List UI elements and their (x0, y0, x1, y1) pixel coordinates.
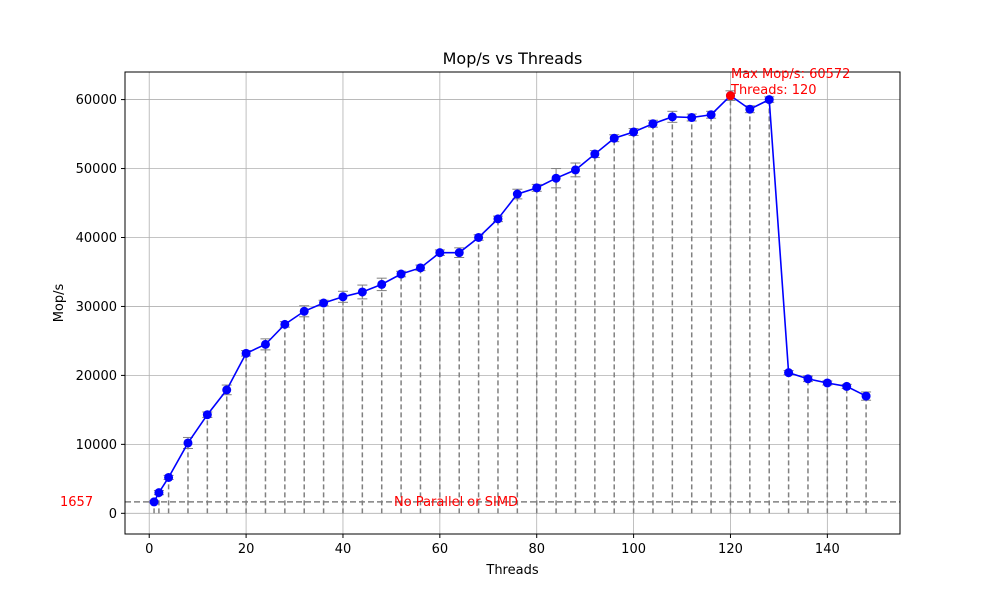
x-tick-label: 120 (718, 542, 743, 557)
x-tick-label: 140 (815, 542, 840, 557)
data-point (822, 378, 832, 388)
data-point (803, 374, 813, 384)
data-point (590, 149, 600, 159)
data-point (667, 112, 677, 122)
series-line (153, 94, 867, 503)
y-tick-label: 60000 (76, 93, 117, 108)
chart-title: Mop/s vs Threads (443, 49, 583, 68)
data-point (280, 319, 290, 329)
data-point (149, 497, 159, 507)
data-point (435, 248, 445, 258)
y-tick-label: 40000 (76, 231, 117, 246)
x-tick-label: 60 (432, 542, 449, 557)
baseline-value-label: 1657 (60, 495, 93, 510)
data-point (764, 95, 774, 105)
data-point (512, 189, 522, 199)
max-point-marker (725, 91, 735, 101)
data-point (396, 269, 406, 279)
x-tick-label: 40 (335, 542, 352, 557)
y-tick-label: 30000 (76, 300, 117, 315)
data-point (784, 368, 794, 378)
data-point (154, 488, 164, 498)
y-tick-label: 20000 (76, 369, 117, 384)
data-point (474, 232, 484, 242)
annotations: 1657 No Parallel or SIMD Max Mop/s: 6057… (60, 67, 850, 510)
x-tick-label: 20 (238, 542, 255, 557)
x-axis-ticks: 0 20 40 60 80 100 120 140 (145, 534, 840, 557)
data-point (164, 472, 174, 482)
data-point (319, 298, 329, 308)
y-tick-label: 50000 (76, 162, 117, 177)
data-point (687, 113, 697, 123)
max-annotation-line1: Max Mop/s: 60572 (731, 67, 850, 82)
y-tick-label: 10000 (76, 438, 117, 453)
plot-frame (124, 71, 901, 535)
series-polyline (153, 94, 867, 503)
data-point (377, 279, 387, 289)
data-point (299, 306, 309, 316)
x-tick-label: 80 (528, 542, 545, 557)
data-point (551, 173, 561, 183)
data-point (745, 104, 755, 114)
data-point (183, 438, 193, 448)
data-point (454, 248, 464, 258)
data-point (493, 214, 503, 224)
data-point (861, 391, 871, 401)
data-point (648, 119, 658, 129)
data-point (260, 339, 270, 349)
data-point (532, 183, 542, 193)
drop-lines (153, 95, 867, 514)
x-axis-label: Threads (485, 563, 538, 578)
data-point (629, 127, 639, 137)
data-point (415, 263, 425, 273)
error-bars (149, 90, 872, 504)
x-tick-label: 0 (145, 542, 153, 557)
y-axis-ticks: 0 10000 20000 30000 40000 50000 60000 (76, 93, 125, 522)
data-point (706, 110, 716, 120)
data-point (357, 287, 367, 297)
x-tick-label: 100 (621, 542, 646, 557)
y-tick-label: 0 (109, 507, 117, 522)
data-point (222, 385, 232, 395)
data-point (202, 410, 212, 420)
max-annotation-line2: Threads: 120 (730, 83, 817, 98)
data-point (338, 292, 348, 302)
data-point (241, 348, 251, 358)
y-axis-label: Mop/s (52, 283, 67, 322)
data-point (609, 133, 619, 143)
data-point (842, 381, 852, 391)
baseline-note: No Parallel or SIMD (394, 495, 518, 510)
data-point (570, 165, 580, 175)
data-points (149, 91, 871, 507)
